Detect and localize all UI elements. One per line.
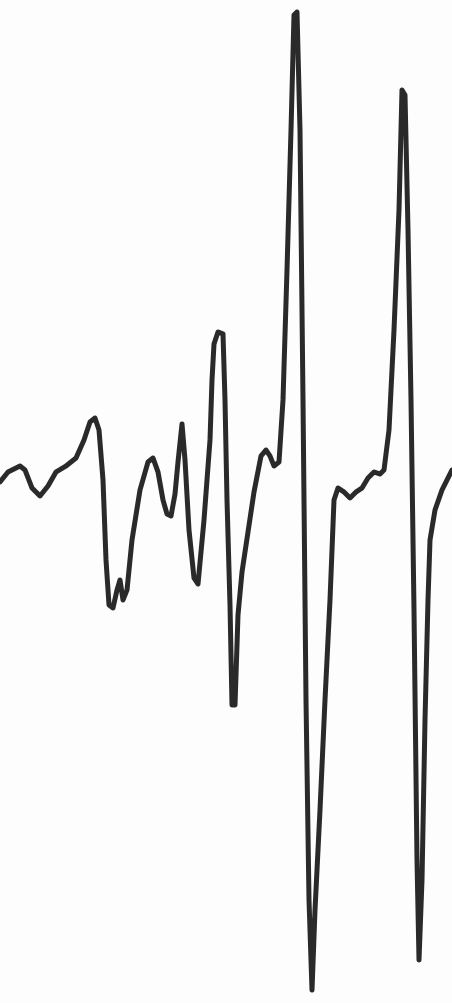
waveform-trace [0,9,452,993]
